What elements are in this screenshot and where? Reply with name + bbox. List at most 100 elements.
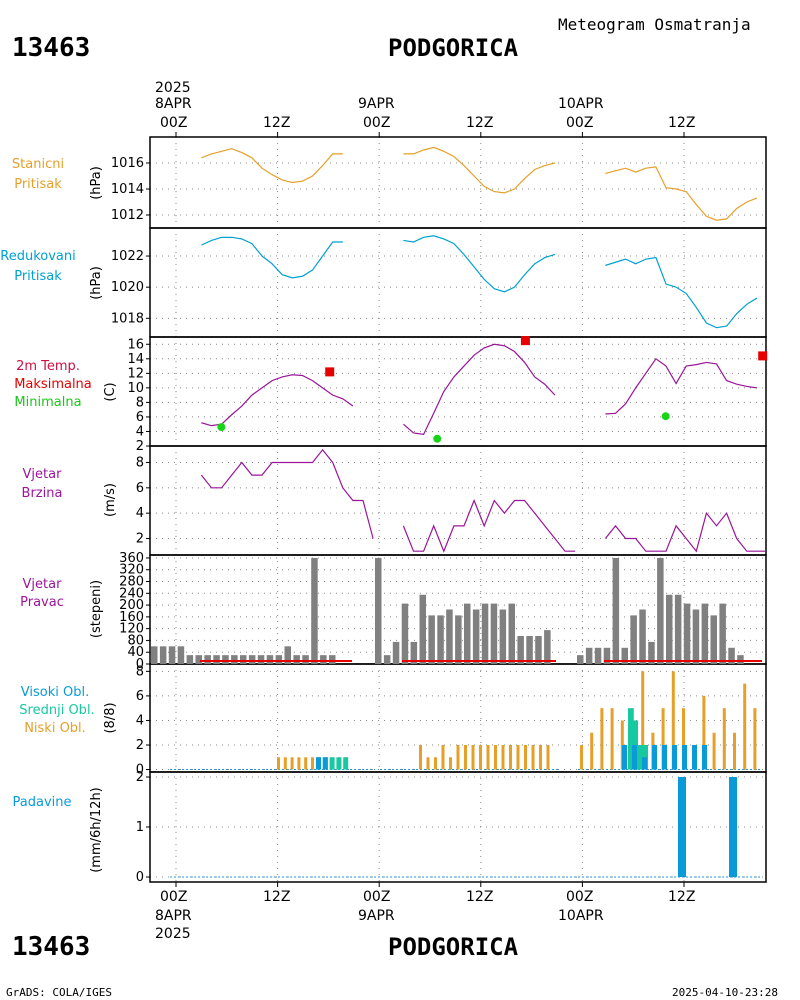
label-redukovani-pritisak: Pritisak xyxy=(14,269,62,284)
y-tick-label: 40 xyxy=(127,645,144,660)
wind-direction-bar xyxy=(375,557,382,664)
label-maksimalna: Maksimalna xyxy=(14,377,92,392)
wind-direction-bar xyxy=(401,603,409,664)
label-minimalna: Minimalna xyxy=(14,395,81,410)
y-tick-label: 280 xyxy=(119,575,144,590)
stanicni-line-day1 xyxy=(201,148,343,184)
top-day-9apr: 9APR xyxy=(358,96,395,112)
label-visoki: Visoki Obl. xyxy=(21,685,89,700)
wind-direction-bar xyxy=(639,609,646,664)
mid-cloud-bar xyxy=(628,708,633,770)
bottom-day-8apr: 8APR xyxy=(155,908,192,924)
station-id-bottom: 13463 xyxy=(12,932,90,962)
stanicni-frame xyxy=(149,136,767,229)
station-name-bottom: PODGORICA xyxy=(388,933,519,961)
low-cloud-bar xyxy=(733,732,736,770)
wind-direction-bar xyxy=(311,557,318,664)
wind-direction-bar xyxy=(692,609,700,664)
y-tick-label: 1014 xyxy=(111,182,144,197)
y-tick-label: 4 xyxy=(136,713,144,728)
station-id-top: 13463 xyxy=(12,33,90,63)
label-vjetar-pravac: Vjetar xyxy=(23,577,63,592)
wind-direction-bar xyxy=(666,594,673,664)
y-tick-label: 240 xyxy=(119,586,144,601)
y-tick-label: 6 xyxy=(136,481,144,496)
wind-direction-bar xyxy=(630,615,637,664)
wind-direction-bar xyxy=(248,655,256,664)
low-cloud-bar xyxy=(441,745,445,770)
unit-stanicni: (hPa) xyxy=(89,166,104,200)
temp-line-day2 xyxy=(403,343,556,436)
wind-direction-bar xyxy=(464,603,471,664)
wind-direction-bar xyxy=(186,655,194,664)
wind-direction-bar xyxy=(419,594,426,664)
low-cloud-bar xyxy=(671,671,675,770)
label-padavine: Padavine xyxy=(13,795,72,810)
bottom-tick-12z-2: 12Z xyxy=(466,889,493,905)
low-cloud-bar xyxy=(509,745,512,770)
wind-direction-bar xyxy=(284,646,291,664)
wind-direction-bar xyxy=(472,609,480,664)
low-cloud-bar xyxy=(456,745,460,770)
mid-cloud-bar xyxy=(329,757,335,770)
unit-oblaci: (8/8) xyxy=(103,702,118,733)
wind-direction-bar xyxy=(526,636,533,664)
redukovani-line-day1 xyxy=(201,236,343,279)
top-tick-12z-3: 12Z xyxy=(668,115,695,131)
bottom-day-9apr: 9APR xyxy=(358,908,395,924)
y-tick-label: 1 xyxy=(136,820,144,835)
y-tick-label: 160 xyxy=(119,610,144,625)
low-cloud-bar xyxy=(311,757,314,770)
wind-direction-bar xyxy=(719,603,726,664)
wind-direction-bar xyxy=(446,609,453,664)
top-tick-00z-3: 00Z xyxy=(566,115,593,131)
wind-direction-bar xyxy=(383,655,391,664)
low-cloud-bar xyxy=(283,757,287,770)
y-tick-label: 1016 xyxy=(111,156,144,171)
low-cloud-bar xyxy=(580,745,583,770)
high-cloud-bar xyxy=(692,745,697,770)
wind-direction-bar xyxy=(428,615,435,664)
temp-min-marker xyxy=(217,423,226,432)
top-day-8apr: 8APR xyxy=(155,96,192,112)
low-cloud-bar xyxy=(426,757,430,770)
wind-direction-bar xyxy=(737,655,744,664)
y-tick-label: 320 xyxy=(119,563,144,578)
wind-direction-bar xyxy=(231,655,238,664)
label-brzina: Brzina xyxy=(22,486,63,501)
stanicni-line-day2 xyxy=(403,146,556,194)
high-cloud-bar xyxy=(642,757,647,770)
precip-bar xyxy=(678,777,686,877)
wind-direction-bar xyxy=(151,646,158,664)
label-redukovani: Redukovani xyxy=(0,249,75,264)
temp-frame xyxy=(149,336,767,447)
brzina-line-day3 xyxy=(604,511,765,553)
low-cloud-bar xyxy=(464,745,467,770)
wind-direction-bar xyxy=(213,655,220,664)
bottom-day-10apr: 10APR xyxy=(558,908,604,924)
label-stanicni-pritisak: Pritisak xyxy=(14,177,62,192)
low-cloud-bar xyxy=(277,757,280,770)
low-cloud-bar xyxy=(516,745,520,770)
high-cloud-bar xyxy=(622,745,627,770)
wind-direction-bar xyxy=(499,609,507,664)
wind-direction-bar xyxy=(490,603,498,664)
credit: GrADS: COLA/IGES xyxy=(6,986,112,999)
unit-pravac: (stepeni) xyxy=(89,580,104,638)
low-cloud-bar xyxy=(531,745,535,770)
low-cloud-bar xyxy=(661,708,665,770)
temp-max-marker xyxy=(520,336,530,346)
mid-cloud-bar xyxy=(638,745,643,770)
wind-direction-bar xyxy=(177,646,185,664)
mid-cloud-bar xyxy=(336,757,342,770)
wind-direction-bar xyxy=(612,557,620,664)
wind-direction-bar xyxy=(329,655,336,664)
y-tick-label: 0 xyxy=(136,763,144,778)
low-cloud-bar xyxy=(434,757,437,770)
label-niski: Niski Obl. xyxy=(24,721,86,736)
high-cloud-bar xyxy=(682,745,687,770)
padavine-frame xyxy=(149,771,767,883)
unit-temp: (C) xyxy=(103,382,118,401)
top-tick-00z-2: 00Z xyxy=(363,115,390,131)
